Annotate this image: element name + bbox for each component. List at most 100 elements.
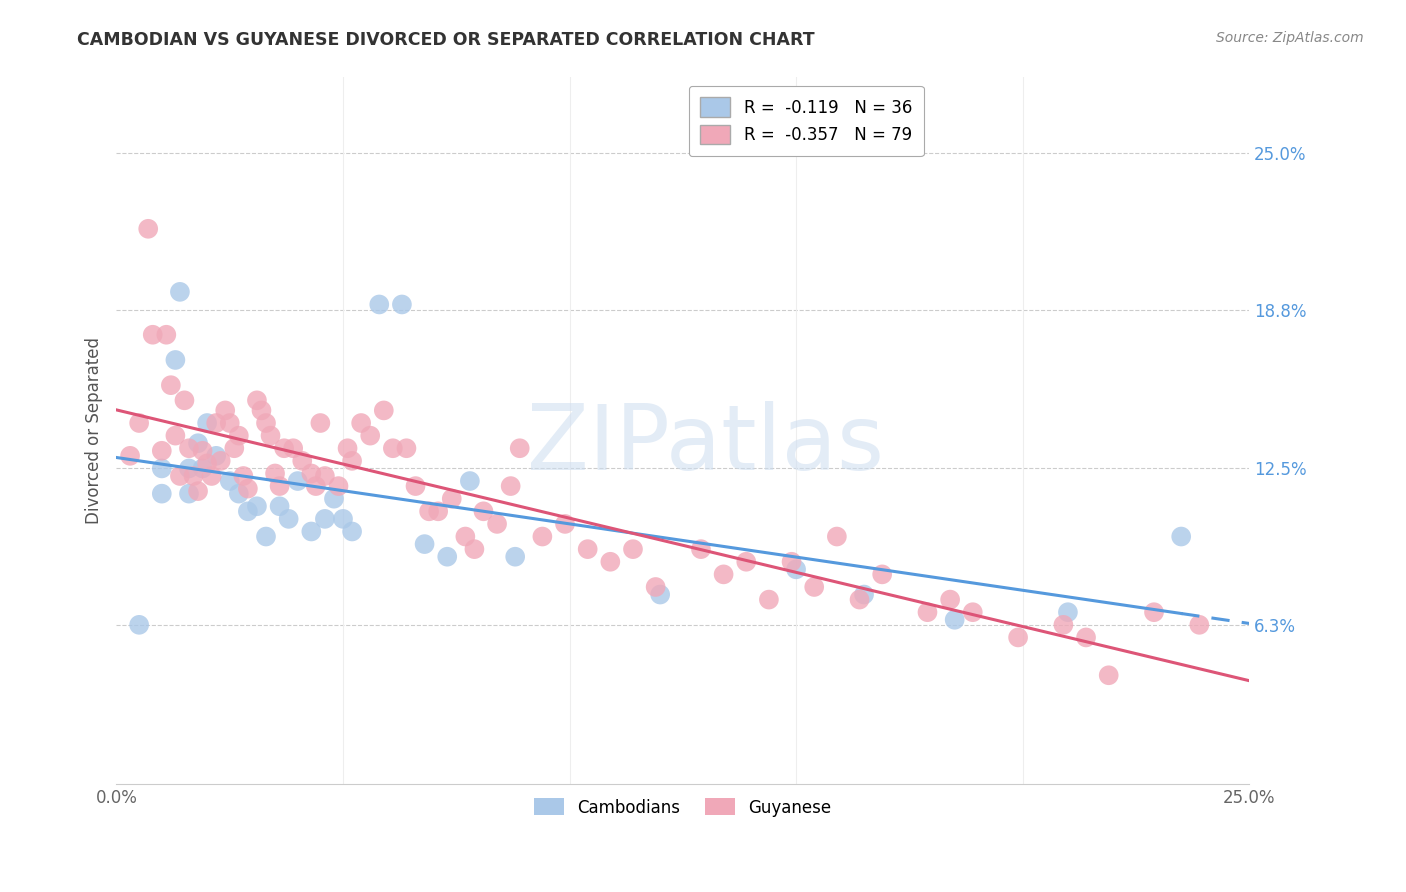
Point: [803, 580, 825, 594]
Point: [454, 529, 477, 543]
Point: [499, 479, 522, 493]
Point: [531, 529, 554, 543]
Point: [939, 592, 962, 607]
Point: [427, 504, 450, 518]
Point: [962, 605, 984, 619]
Point: [136, 221, 159, 235]
Point: [405, 479, 427, 493]
Y-axis label: Divorced or Separated: Divorced or Separated: [86, 337, 103, 524]
Point: [236, 482, 259, 496]
Point: [299, 467, 322, 481]
Point: [917, 605, 939, 619]
Point: [458, 474, 481, 488]
Point: [486, 516, 509, 531]
Point: [395, 442, 418, 456]
Point: [332, 512, 354, 526]
Point: [150, 443, 173, 458]
Point: [1052, 617, 1074, 632]
Point: [150, 486, 173, 500]
Point: [1074, 631, 1097, 645]
Point: [128, 617, 150, 632]
Point: [128, 416, 150, 430]
Point: [576, 542, 599, 557]
Point: [209, 454, 232, 468]
Point: [218, 474, 240, 488]
Point: [825, 529, 848, 543]
Point: [785, 562, 807, 576]
Point: [195, 456, 218, 470]
Point: [472, 504, 495, 518]
Point: [373, 403, 395, 417]
Point: [870, 567, 893, 582]
Point: [340, 524, 363, 539]
Point: [368, 297, 391, 311]
Point: [169, 469, 191, 483]
Point: [201, 469, 224, 483]
Point: [214, 403, 236, 417]
Point: [713, 567, 735, 582]
Point: [391, 297, 413, 311]
Point: [218, 416, 240, 430]
Text: ZIPatlas: ZIPatlas: [527, 401, 884, 489]
Text: Source: ZipAtlas.com: Source: ZipAtlas.com: [1216, 31, 1364, 45]
Point: [848, 592, 870, 607]
Point: [436, 549, 458, 564]
Point: [780, 555, 803, 569]
Point: [277, 512, 299, 526]
Point: [120, 449, 142, 463]
Point: [690, 542, 713, 557]
Point: [621, 542, 644, 557]
Point: [644, 580, 666, 594]
Legend: Cambodians, Guyanese: Cambodians, Guyanese: [526, 790, 839, 825]
Point: [599, 555, 621, 569]
Point: [142, 327, 165, 342]
Point: [943, 613, 966, 627]
Point: [283, 442, 305, 456]
Point: [254, 416, 277, 430]
Point: [236, 504, 259, 518]
Point: [165, 353, 187, 368]
Point: [269, 500, 291, 514]
Point: [359, 428, 381, 442]
Point: [195, 416, 218, 430]
Point: [381, 442, 404, 456]
Point: [340, 454, 363, 468]
Point: [650, 588, 672, 602]
Point: [228, 486, 250, 500]
Point: [336, 442, 359, 456]
Point: [177, 442, 200, 456]
Point: [309, 416, 332, 430]
Point: [228, 428, 250, 442]
Point: [205, 449, 228, 463]
Point: [509, 442, 531, 456]
Point: [418, 504, 440, 518]
Point: [299, 524, 322, 539]
Point: [205, 416, 228, 430]
Point: [165, 428, 187, 442]
Point: [503, 549, 526, 564]
Point: [173, 393, 195, 408]
Point: [287, 474, 309, 488]
Point: [323, 491, 346, 506]
Point: [1057, 605, 1080, 619]
Point: [853, 588, 876, 602]
Point: [1170, 529, 1192, 543]
Point: [150, 461, 173, 475]
Point: [554, 516, 576, 531]
Point: [758, 592, 780, 607]
Point: [735, 555, 758, 569]
Point: [1143, 605, 1166, 619]
Point: [314, 512, 336, 526]
Point: [250, 403, 273, 417]
Point: [264, 467, 287, 481]
Point: [1188, 617, 1211, 632]
Point: [224, 442, 246, 456]
Point: [269, 479, 291, 493]
Point: [246, 500, 269, 514]
Point: [155, 327, 177, 342]
Point: [191, 461, 214, 475]
Point: [314, 469, 336, 483]
Point: [177, 461, 200, 475]
Point: [273, 442, 295, 456]
Point: [187, 436, 209, 450]
